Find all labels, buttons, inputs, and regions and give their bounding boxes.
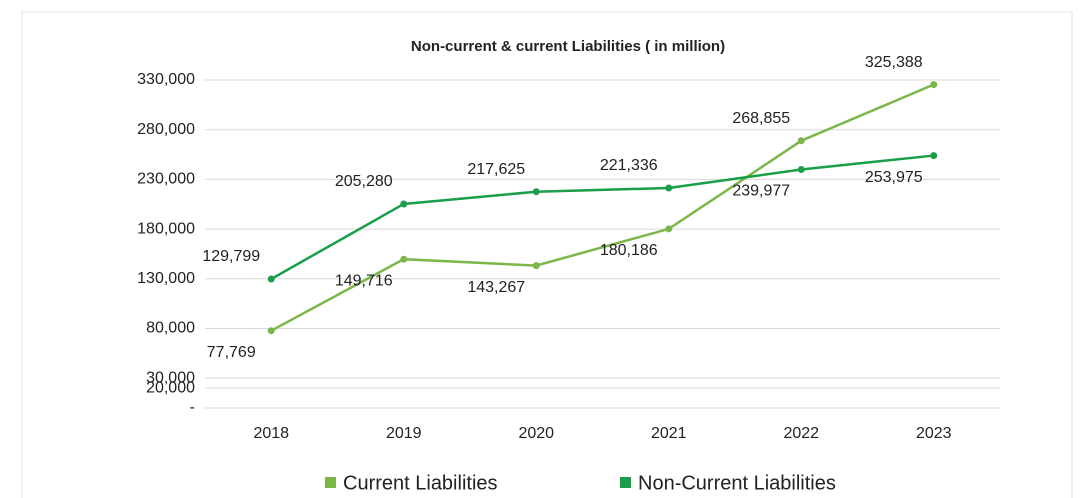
point [930, 81, 938, 89]
data-label: 253,975 [865, 169, 923, 186]
y-tick-label: 30,000 [146, 369, 195, 386]
legend-label: Non-Current Liabilities [638, 472, 836, 494]
legend-swatch [620, 477, 631, 488]
y-tick-label: 80,000 [146, 320, 195, 337]
data-label: 77,769 [207, 344, 256, 361]
point [400, 200, 408, 208]
chart-title: Non-current & current Liabilities ( in m… [411, 38, 725, 55]
data-label: 149,716 [335, 272, 393, 289]
data-label: 268,855 [732, 110, 790, 127]
point [797, 137, 805, 145]
y-tick-label: 180,000 [137, 220, 195, 237]
legend-label: Current Liabilities [343, 472, 498, 494]
x-tick-label: 2018 [253, 425, 289, 442]
point [267, 327, 275, 335]
y-tick-label: 130,000 [137, 270, 195, 287]
x-tick-label: 2023 [916, 425, 952, 442]
y-tick-label: 20,000 [146, 379, 195, 396]
point [532, 262, 540, 270]
point [665, 225, 673, 233]
data-label: 143,267 [467, 279, 525, 296]
point [400, 255, 408, 263]
legend-swatch [325, 477, 336, 488]
data-label: 217,625 [467, 161, 525, 178]
data-label: 205,280 [335, 173, 393, 190]
data-label: 180,186 [600, 242, 658, 259]
line [270, 83, 935, 332]
x-tick-label: 2019 [386, 425, 422, 442]
x-tick-label: 2022 [783, 425, 819, 442]
y-tick-label: 230,000 [137, 171, 195, 188]
data-label: 129,799 [202, 248, 260, 265]
data-label: 325,388 [865, 54, 923, 71]
point [267, 275, 275, 283]
y-tick-label: - [190, 399, 195, 416]
data-label: 221,336 [600, 157, 658, 174]
y-tick-label: 330,000 [137, 71, 195, 88]
y-tick-label: 280,000 [137, 121, 195, 138]
line [270, 154, 934, 281]
point [532, 188, 540, 196]
x-tick-label: 2021 [651, 425, 687, 442]
data-label: 239,977 [732, 183, 790, 200]
point [930, 152, 938, 160]
x-tick-label: 2020 [518, 425, 554, 442]
point [797, 165, 805, 173]
point [665, 184, 673, 192]
chart-frame [21, 11, 1073, 498]
